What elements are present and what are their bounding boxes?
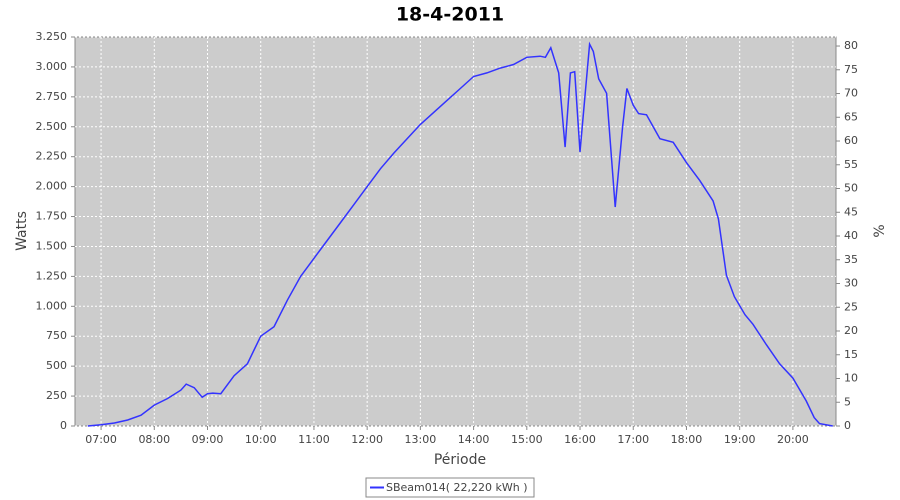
x-tick-label: 20:00 [777,433,809,446]
x-axis-title: Période [434,452,486,468]
y2-tick-label: 65 [844,110,858,123]
y2-tick-label: 75 [844,63,858,76]
y-tick-label: 0 [60,419,67,432]
y-tick-label: 1.750 [36,210,68,223]
y2-tick-label: 45 [844,205,858,218]
y-tick-label: 500 [46,359,67,372]
data-line [87,41,833,427]
y2-tick-label: 40 [844,229,858,242]
y-axis-title: Watts [14,211,30,251]
y2-tick-label: 70 [844,87,858,100]
x-tick-label: 16:00 [564,433,596,446]
y-tick-label: 1.000 [36,299,68,312]
y-tick-label: 2.750 [36,90,68,103]
x-tick-label: 07:00 [85,433,117,446]
y2-tick-label: 0 [844,419,851,432]
y-tick-label: 3.000 [36,60,68,73]
x-tick-label: 12:00 [351,433,383,446]
y2-tick-label: 35 [844,253,858,266]
x-tick-label: 14:00 [458,433,490,446]
y2-axis-title: % [872,224,888,237]
y-tick-label: 2.250 [36,150,68,163]
x-tick-label: 15:00 [511,433,543,446]
x-tick-label: 08:00 [138,433,170,446]
y-tick-label: 2.500 [36,120,68,133]
y2-tick-label: 10 [844,372,858,385]
x-tick-label: 10:00 [245,433,277,446]
x-tick-label: 11:00 [298,433,330,446]
y2-tick-label: 15 [844,348,858,361]
legend: SBeam014( 22,220 kWh ) [365,477,535,498]
x-tick-label: 13:00 [405,433,437,446]
y-tick-label: 3.250 [36,30,68,43]
y2-tick-label: 60 [844,134,858,147]
y-tick-label: 2.000 [36,180,68,193]
chart-title: 18-4-2011 [396,4,504,26]
y2-tick-label: 55 [844,158,858,171]
x-tick-label: 17:00 [617,433,649,446]
y2-tick-label: 30 [844,277,858,290]
legend-box [365,477,535,498]
x-tick-label: 18:00 [671,433,703,446]
x-tick-label: 09:00 [192,433,224,446]
y2-tick-label: 20 [844,324,858,337]
y2-tick-label: 25 [844,300,858,313]
y2-tick-label: 50 [844,182,858,195]
y-tick-label: 1.250 [36,269,68,282]
x-tick-label: 19:00 [724,433,756,446]
y-tick-label: 250 [46,389,67,402]
legend-label: SBeam014( 22,220 kWh ) [386,481,528,494]
plot-area [74,36,837,427]
y-tick-label: 1.500 [36,239,68,252]
y-tick-label: 750 [46,329,67,342]
y2-tick-label: 5 [844,395,851,408]
y2-tick-label: 80 [844,39,858,52]
